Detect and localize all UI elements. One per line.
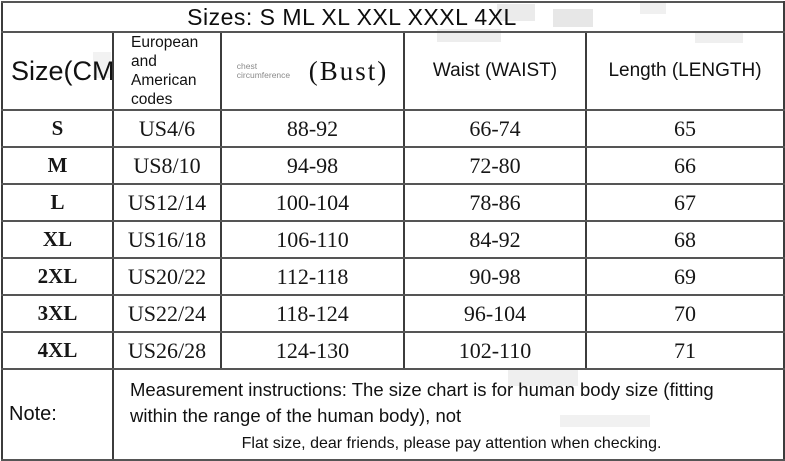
note-content: Measurement instructions: The size chart…: [111, 368, 785, 461]
table-row-m: M US8/10 94-98 72-80 66: [1, 146, 785, 185]
table-row-2xl: 2XL US20/22 112-118 90-98 69: [1, 257, 785, 296]
waist-cell: 96-104: [403, 294, 587, 333]
size-cell: L: [1, 183, 114, 222]
length-cell: 65: [584, 109, 785, 148]
size-cell: 2XL: [1, 257, 114, 296]
bust-cell: 124-130: [220, 331, 405, 370]
note-row: Note: Measurement instructions: The size…: [1, 368, 785, 461]
length-cell: 66: [584, 146, 785, 185]
page-title: Sizes: S ML XL XXL XXXL 4XL: [0, 1, 785, 33]
col-header-eu-us-codes: European and American codes: [112, 31, 222, 111]
length-cell: 69: [584, 257, 785, 296]
col-header-waist: Waist (WAIST): [403, 31, 587, 111]
size-cell: 4XL: [1, 331, 114, 370]
waist-cell: 84-92: [403, 220, 587, 259]
header-row: Size(CM) European and American codes che…: [1, 31, 785, 111]
table-row-s: S US4/6 88-92 66-74 65: [1, 109, 785, 148]
bust-cell: 106-110: [220, 220, 405, 259]
waist-cell: 90-98: [403, 257, 587, 296]
waist-cell: 72-80: [403, 146, 587, 185]
col-header-bust: chest circumference (Bust): [220, 31, 405, 111]
waist-cell: 78-86: [403, 183, 587, 222]
table-row-4xl: 4XL US26/28 124-130 102-110 71: [1, 331, 785, 370]
size-cell: 3XL: [1, 294, 114, 333]
col-header-length: Length (LENGTH): [584, 31, 785, 111]
title-row: Sizes: S ML XL XXL XXXL 4XL: [0, 1, 785, 33]
note-instructions-text: Measurement instructions: The size chart…: [130, 379, 714, 426]
note-flat-size-text: Flat size, dear friends, please pay atte…: [241, 435, 662, 452]
code-cell: US20/22: [112, 257, 222, 296]
bust-small-caption: chest circumference: [236, 60, 291, 80]
size-cell: M: [1, 146, 114, 185]
size-cell: S: [1, 109, 114, 148]
length-cell: 67: [584, 183, 785, 222]
code-cell: US26/28: [112, 331, 222, 370]
waist-cell: 66-74: [403, 109, 587, 148]
bust-cell: 112-118: [220, 257, 405, 296]
bust-cell: 118-124: [220, 294, 405, 333]
size-cell: XL: [1, 220, 114, 259]
table-row-xl: XL US16/18 106-110 84-92 68: [1, 220, 785, 259]
bust-header-label: (Bust): [308, 55, 389, 86]
code-cell: US4/6: [112, 109, 222, 148]
code-cell: US8/10: [112, 146, 222, 185]
bust-cell: 94-98: [220, 146, 405, 185]
bust-cell: 100-104: [220, 183, 405, 222]
code-cell: US22/24: [112, 294, 222, 333]
note-label: Note:: [1, 368, 114, 461]
col-header-size: Size(CM): [1, 31, 114, 111]
table-row-l: L US12/14 100-104 78-86 67: [1, 183, 785, 222]
length-cell: 71: [584, 331, 785, 370]
code-cell: US16/18: [112, 220, 222, 259]
code-cell: US12/14: [112, 183, 222, 222]
waist-cell: 102-110: [403, 331, 587, 370]
length-cell: 70: [584, 294, 785, 333]
bust-header-group: chest circumference (Bust): [223, 55, 402, 87]
length-cell: 68: [584, 220, 785, 259]
bust-cell: 88-92: [220, 109, 405, 148]
table-row-3xl: 3XL US22/24 118-124 96-104 70: [1, 294, 785, 333]
